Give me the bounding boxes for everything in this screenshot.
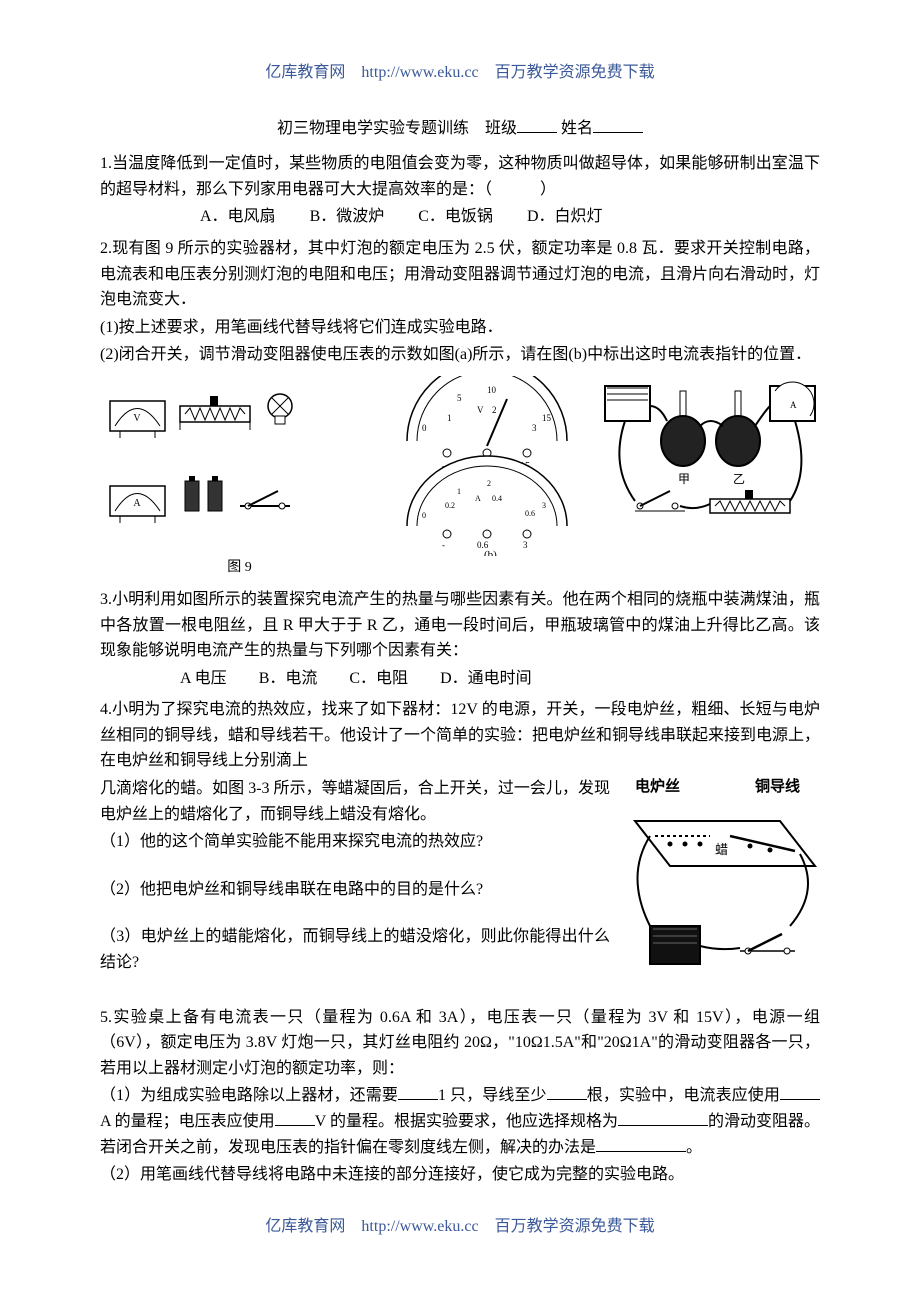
- q3-choice-b: B．电流: [259, 670, 318, 687]
- svg-text:10: 10: [487, 385, 497, 395]
- q4-layout: 几滴熔化的蜡。如图 3-3 所示，等蜡凝固后，合上开关，过一会儿，发现电炉丝上的…: [100, 776, 820, 985]
- svg-text:0.6: 0.6: [525, 509, 535, 518]
- header-url[interactable]: http://www.eku.cc: [361, 64, 478, 81]
- q2-sub2: (2)闭合开关，调节滑动变阻器使电压表的示数如图(a)所示，请在图(b)中标出这…: [100, 342, 820, 368]
- q1-text: 1.当温度降低到一定值时，某些物质的电阻值会变为零，这种物质叫做超导体，如果能够…: [100, 151, 820, 202]
- header-tagline: 百万教学资源免费下载: [495, 64, 655, 81]
- q2-meters-svg: 0 5 10 15 1 V 2 3 - 3 15 (a): [387, 376, 587, 556]
- q4-label-wax: 蜡: [715, 842, 728, 857]
- q3-choices: A 电压 B．电流 C．电阻 D．通电时间: [100, 666, 820, 692]
- title-main: 初三物理电学实验专题训练: [277, 120, 469, 137]
- svg-text:甲: 甲: [678, 472, 690, 486]
- q2-fig-label: 图 9: [100, 557, 379, 579]
- svg-text:2: 2: [487, 479, 491, 488]
- svg-text:A: A: [133, 498, 141, 509]
- q4-label-right: 铜导线: [755, 777, 800, 795]
- q3-text: 3.小明利用如图所示的装置探究电流产生的热量与哪些因素有关。他在两个相同的烧瓶中…: [100, 587, 820, 664]
- q4-sub2: （2）他把电炉丝和铜导线串联在电路中的目的是什么?: [100, 877, 610, 903]
- svg-text:(b): (b): [484, 549, 497, 556]
- q2-sub1: (1)按上述要求，用笔画线代替导线将它们连成实验电路．: [100, 315, 820, 341]
- q5-blank6: [596, 1136, 686, 1152]
- q1-choice-a: A．电风扇: [200, 208, 276, 225]
- name-blank: [593, 117, 643, 133]
- svg-text:3: 3: [523, 540, 528, 550]
- svg-text:5: 5: [457, 393, 462, 403]
- name-label: 姓名: [561, 120, 593, 137]
- q4-sub3: （3）电炉丝上的蜡能熔化，而铜导线上的蜡没熔化，则此你能得出什么结论?: [100, 924, 610, 975]
- q5-text: 5.实验桌上备有电流表一只（量程为 0.6A 和 3A），电压表一只（量程为 3…: [100, 1005, 820, 1082]
- q4-circuit-svg: 电炉丝 铜导线 蜡: [620, 776, 820, 976]
- q5-sub2: （2）用笔画线代替导线将电路中未连接的部分连接好，使它成为完整的实验电路。: [100, 1162, 820, 1188]
- q3-choice-c: C．电阻: [349, 670, 408, 687]
- svg-text:A: A: [790, 400, 797, 410]
- footer-link: 亿库教育网 http://www.eku.cc 百万教学资源免费下载: [0, 1214, 920, 1240]
- q5-blank4: [275, 1110, 315, 1126]
- q5-blank1: [398, 1084, 438, 1100]
- q4-label-left: 电炉丝: [635, 777, 680, 795]
- header-link: 亿库教育网 http://www.eku.cc 百万教学资源免费下载: [100, 60, 820, 86]
- svg-text:3: 3: [532, 423, 537, 433]
- q5-blank5: [618, 1110, 708, 1126]
- q3-choice-a: A 电压: [180, 670, 227, 687]
- q2-components-svg: V A: [100, 376, 330, 546]
- q2-text: 2.现有图 9 所示的实验器材，其中灯泡的额定电压为 2.5 伏，额定功率是 0…: [100, 236, 820, 313]
- class-label: 班级: [485, 120, 517, 137]
- q4-sub1: （1）他的这个简单实验能不能用来探究电流的热效应?: [100, 829, 610, 855]
- q1-choices: A．电风扇 B．微波炉 C．电饭锅 D．白炽灯: [100, 204, 820, 230]
- q2-figure-row: V A: [100, 376, 820, 579]
- svg-text:乙: 乙: [733, 472, 745, 486]
- q5-blank3: [780, 1084, 820, 1100]
- svg-text:0: 0: [422, 423, 427, 433]
- svg-text:2: 2: [492, 405, 497, 415]
- q5-sub1: （1）为组成实验电路除以上器材，还需要1 只，导线至少根，实验中，电流表应使用A…: [100, 1083, 820, 1160]
- title-row: 初三物理电学实验专题训练 班级 姓名: [100, 116, 820, 142]
- svg-text:3: 3: [542, 501, 546, 510]
- footer-tagline: 百万教学资源免费下载: [495, 1218, 655, 1235]
- q5-blank2: [547, 1084, 587, 1100]
- svg-text:A: A: [475, 494, 481, 503]
- q3-choice-d: D．通电时间: [440, 670, 532, 687]
- svg-text:0.2: 0.2: [445, 501, 455, 510]
- class-blank: [517, 117, 557, 133]
- footer-url[interactable]: http://www.eku.cc: [361, 1218, 478, 1235]
- svg-text:V: V: [477, 405, 484, 415]
- header-brand: 亿库教育网: [265, 64, 345, 81]
- q1-choice-d: D．白炽灯: [527, 208, 603, 225]
- q1-choice-b: B．微波炉: [310, 208, 385, 225]
- svg-text:V: V: [133, 413, 141, 424]
- svg-text:0.4: 0.4: [492, 494, 502, 503]
- svg-text:1: 1: [457, 487, 461, 496]
- q4-text2: 几滴熔化的蜡。如图 3-3 所示，等蜡凝固后，合上开关，过一会儿，发现电炉丝上的…: [100, 776, 610, 827]
- svg-text:0: 0: [422, 511, 426, 520]
- q4-text1: 4.小明为了探究电流的热效应，找来了如下器材：12V 的电源，开关，一段电炉丝，…: [100, 697, 820, 774]
- footer-brand: 亿库教育网: [265, 1218, 345, 1235]
- svg-text:15: 15: [542, 413, 552, 423]
- svg-text:-: -: [442, 540, 445, 550]
- q3-circuit-svg: A 甲 乙: [595, 376, 820, 546]
- svg-text:1: 1: [447, 413, 452, 423]
- q1-choice-c: C．电饭锅: [418, 208, 493, 225]
